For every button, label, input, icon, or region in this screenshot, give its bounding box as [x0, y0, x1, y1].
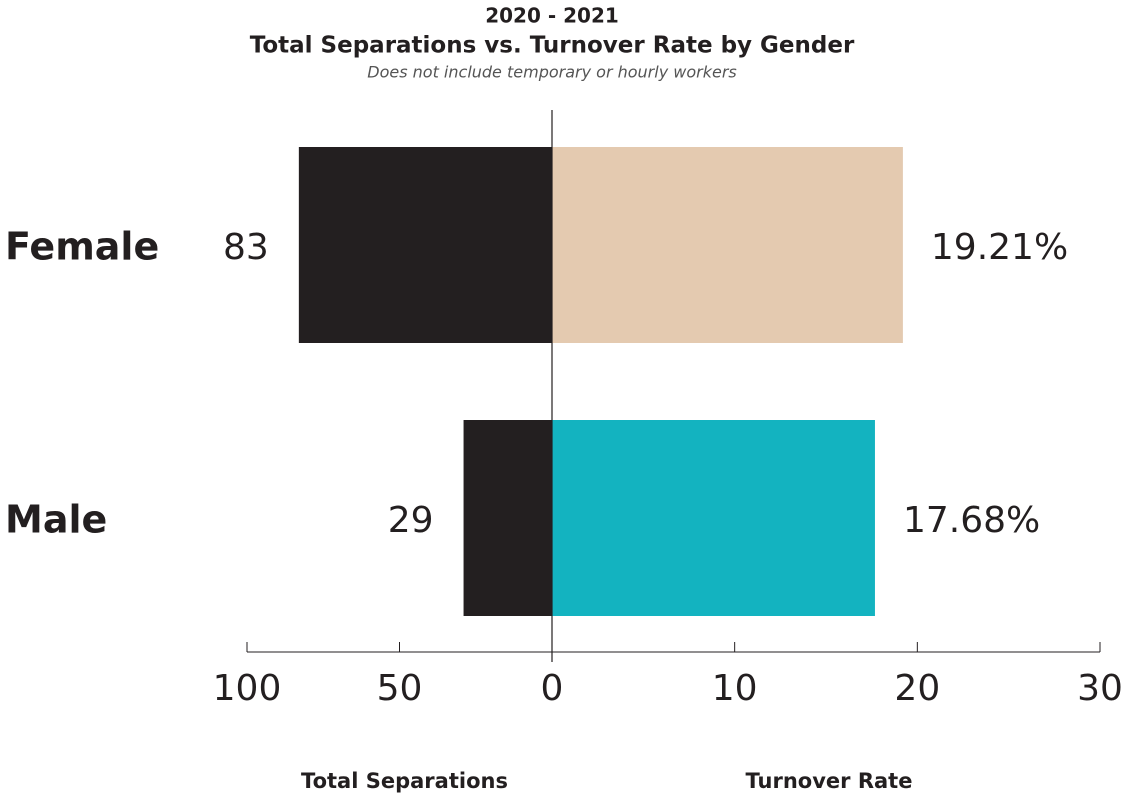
x-tick-label: 20 [894, 668, 940, 709]
category-label: Female [5, 225, 159, 269]
chart-title: 2020 - 2021 [485, 4, 619, 28]
bar [552, 420, 875, 616]
x-tick-label: 50 [377, 668, 423, 709]
value-label: 17.68% [903, 500, 1040, 541]
x-tick-label: 0 [541, 668, 564, 709]
x-tick-label: 100 [213, 668, 282, 709]
category-label: Male [5, 498, 107, 542]
chart-subtitle: Total Separations vs. Turnover Rate by G… [250, 33, 855, 59]
chart-note: Does not include temporary or hourly wor… [367, 63, 736, 82]
value-label: 19.21% [931, 227, 1068, 268]
bar [463, 420, 552, 616]
axis-title: Total Separations [301, 769, 508, 793]
bar [552, 147, 903, 343]
x-tick-label: 10 [712, 668, 758, 709]
value-label: 29 [388, 500, 434, 541]
value-label: 83 [223, 227, 269, 268]
bar [298, 147, 552, 343]
axis-title: Turnover Rate [746, 769, 913, 793]
x-tick-label: 30 [1077, 668, 1123, 709]
